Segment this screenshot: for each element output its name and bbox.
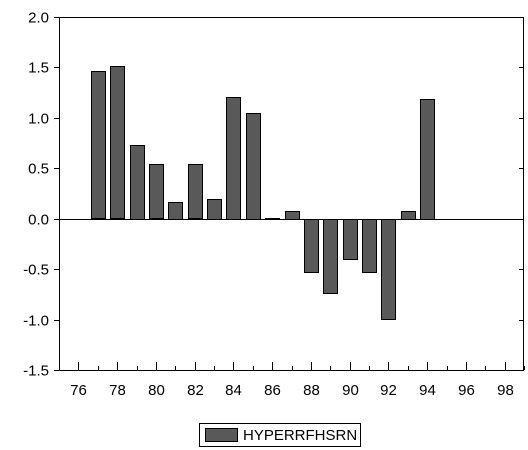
bar [149,164,164,219]
bar [130,145,145,220]
y-tick-label: -0.5 [23,262,49,279]
x-tick-label: 86 [264,382,281,399]
x-tick-label: 90 [342,382,359,399]
x-tick-label: 80 [148,382,165,399]
bar [323,219,338,294]
bar [91,71,106,219]
bar [304,219,319,273]
bar [362,219,377,273]
bars-layer [91,66,435,320]
bar [110,66,125,219]
bar [401,211,416,220]
bar [226,97,241,220]
bar [285,211,300,220]
axes-layer [59,17,524,371]
bar [207,199,222,220]
x-tick-label: 96 [458,382,475,399]
legend-box [199,423,361,447]
x-tick-label: 82 [187,382,204,399]
x-tick-label: 78 [109,382,126,399]
x-tick-label: 84 [225,382,242,399]
bar [265,218,280,220]
legend-label: HYPERRFHSRN [243,427,357,444]
x-tick-label: 92 [380,382,397,399]
bar [246,113,261,220]
bar [168,202,183,220]
y-tick-label: 0.0 [28,212,49,229]
y-tick-label: 1.0 [28,111,49,128]
legend-swatch [205,428,238,442]
y-tick-label: 2.0 [28,10,49,27]
y-tick-label: 0.5 [28,161,49,178]
legend: HYPERRFHSRN [199,423,361,447]
y-tick-label: -1.5 [23,363,49,380]
bar [188,164,203,219]
bar [381,219,396,320]
x-tick-label: 76 [70,382,87,399]
bar [420,99,435,220]
y-tick-label: 1.5 [28,60,49,77]
y-tick-label: -1.0 [23,313,49,330]
x-tick-label: 94 [419,382,436,399]
ticks-layer: 2.0 1.5 1.0 0.5 0.0 -0.5 -1.0 -1.5 76 78 80 82 84 86 8… [23,10,525,399]
x-tick-label: 88 [303,382,320,399]
bar [343,219,358,260]
x-tick-label: 98 [497,382,514,399]
